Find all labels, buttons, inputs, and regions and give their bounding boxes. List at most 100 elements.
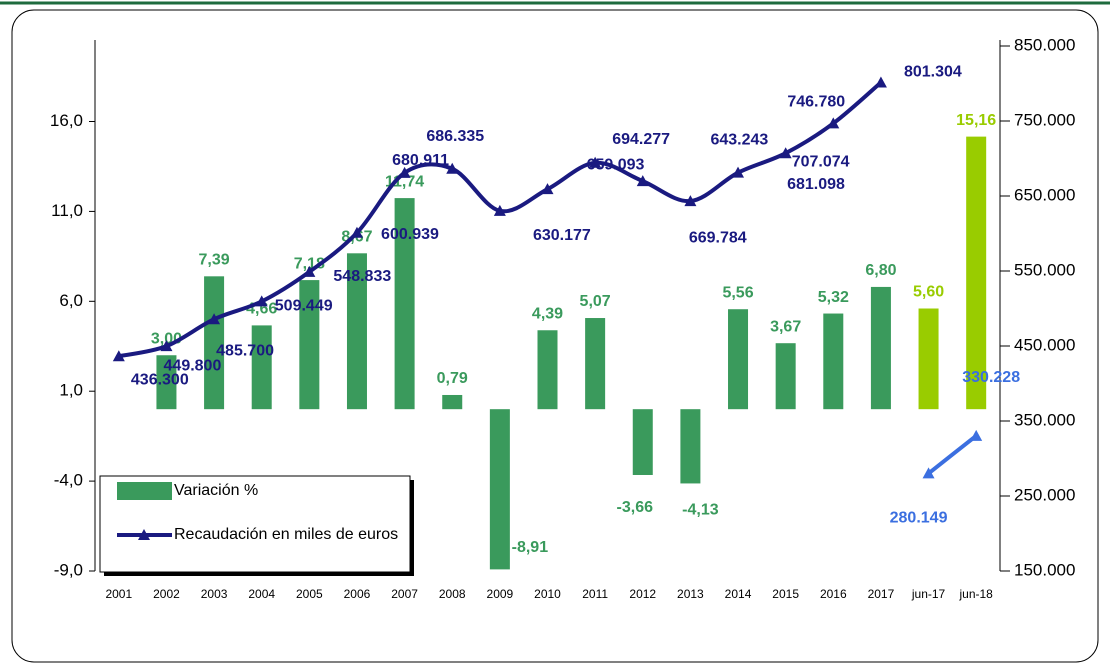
- data-label: 330.228: [962, 369, 1020, 386]
- x-tick-label: 2013: [677, 587, 704, 601]
- data-label: 659.093: [587, 156, 645, 173]
- x-tick-label: 2014: [725, 587, 752, 601]
- bar: [918, 308, 939, 410]
- bar: [537, 330, 558, 410]
- x-tick-label: 2001: [105, 587, 132, 601]
- data-label: 681.098: [787, 176, 845, 193]
- data-label: 15,16: [956, 112, 996, 129]
- x-tick-label: 2004: [248, 587, 275, 601]
- data-label: 801.304: [904, 64, 962, 81]
- data-label: 680.911: [392, 152, 449, 169]
- data-label: 5,32: [818, 289, 849, 306]
- marker: [541, 183, 554, 195]
- y-tick-label: 16,0: [50, 111, 83, 130]
- data-label: 669.784: [689, 229, 747, 246]
- data-label: 7,39: [199, 252, 230, 269]
- x-tick-label: jun-18: [959, 587, 994, 601]
- data-label: 11,74: [385, 173, 424, 190]
- bar: [299, 280, 320, 410]
- data-label: 5,60: [913, 284, 944, 301]
- bar: [966, 136, 987, 410]
- x-tick-label: 2008: [439, 587, 466, 601]
- marker: [684, 195, 697, 207]
- x-tick-label: 2011: [582, 587, 608, 601]
- marker: [398, 166, 411, 178]
- data-label: 630.177: [533, 227, 591, 244]
- marker: [255, 295, 268, 307]
- bar: [680, 409, 701, 484]
- data-label: 280.149: [890, 510, 948, 527]
- y2-tick-label: 350.000: [1014, 410, 1075, 429]
- legend-label-box: Recaudación en miles de euros: [174, 526, 398, 543]
- y-tick-label: 6,0: [59, 291, 83, 310]
- marker: [493, 204, 506, 216]
- data-label: 485.700: [216, 342, 274, 359]
- marker: [922, 467, 935, 479]
- data-label: 686.335: [426, 128, 484, 145]
- data-label: -4,13: [682, 502, 719, 519]
- x-tick-label: 2016: [820, 587, 847, 601]
- marker: [446, 162, 459, 174]
- y-tick-label: -4,0: [54, 471, 83, 490]
- marker: [874, 76, 887, 88]
- data-label: 548.833: [333, 268, 391, 285]
- marker: [160, 340, 173, 352]
- y-tick-label: 11,0: [51, 201, 83, 220]
- legend-marker: [138, 529, 150, 540]
- bar: [156, 355, 177, 410]
- data-label: 449.800: [164, 357, 222, 374]
- y2-tick-label: 650.000: [1014, 185, 1075, 204]
- marker: [303, 265, 316, 277]
- legend-label-box: Variación %: [174, 482, 259, 499]
- x-tick-label: 2017: [868, 587, 895, 601]
- data-label: 4,39: [532, 305, 563, 322]
- data-label: 0,79: [437, 370, 468, 387]
- marker: [827, 117, 840, 129]
- bar: [251, 325, 272, 410]
- legend: Variación % Recaudación en miles de euros: [99, 475, 414, 576]
- x-tick-label: 2006: [344, 587, 371, 601]
- bar: [489, 409, 510, 570]
- x-tick-label: jun-17: [911, 587, 946, 601]
- legend-label: Variación %: [174, 482, 259, 499]
- data-label: 707.074: [792, 153, 850, 170]
- marker: [589, 156, 602, 168]
- marker: [112, 350, 125, 362]
- y-tick-label: -9,0: [54, 560, 83, 579]
- bar: [442, 394, 463, 410]
- data-label: 600.939: [381, 226, 439, 243]
- data-label: 643.243: [710, 131, 768, 148]
- x-tick-label: 2012: [629, 587, 656, 601]
- y2-tick-label: 150.000: [1014, 560, 1075, 579]
- x-tick-label: 2009: [487, 587, 514, 601]
- bar: [346, 253, 367, 410]
- data-label: 5,56: [722, 284, 753, 301]
- bar: [204, 276, 225, 410]
- y2-tick-label: 250.000: [1014, 485, 1075, 504]
- marker: [350, 226, 363, 238]
- x-tick-label: 2010: [534, 587, 561, 601]
- data-label: 509.449: [275, 298, 333, 315]
- marker: [636, 175, 649, 187]
- data-label: 6,80: [865, 262, 896, 279]
- bar: [728, 309, 749, 410]
- bar: [585, 318, 606, 410]
- data-label: -3,66: [617, 499, 654, 516]
- x-tick-label: 2015: [772, 587, 799, 601]
- bar: [823, 313, 844, 410]
- y2-tick-label: 450.000: [1014, 335, 1075, 354]
- data-label: 746.780: [787, 94, 845, 111]
- y2-tick-label: 550.000: [1014, 260, 1075, 279]
- plot-area: [156, 136, 987, 570]
- y-tick-label: 1,0: [59, 381, 83, 400]
- data-label: 694.277: [612, 131, 670, 148]
- data-label: 5,07: [580, 293, 611, 310]
- marker: [779, 147, 792, 159]
- marker: [970, 429, 983, 441]
- marker: [208, 313, 221, 325]
- bar: [632, 409, 653, 475]
- x-tick-label: 2003: [201, 587, 228, 601]
- x-tick-label: 2002: [153, 587, 180, 601]
- y2-tick-label: 850.000: [1014, 35, 1075, 54]
